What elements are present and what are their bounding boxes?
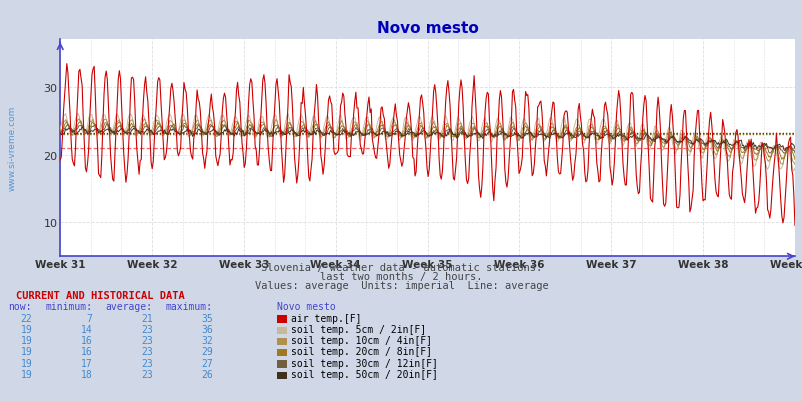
Text: 19: 19 xyxy=(20,358,32,368)
Text: 23: 23 xyxy=(140,358,152,368)
Text: 21: 21 xyxy=(140,313,152,323)
Text: average:: average: xyxy=(105,302,152,312)
Text: soil temp. 10cm / 4in[F]: soil temp. 10cm / 4in[F] xyxy=(290,335,431,345)
Text: CURRENT AND HISTORICAL DATA: CURRENT AND HISTORICAL DATA xyxy=(16,291,184,301)
Text: last two months / 2 hours.: last two months / 2 hours. xyxy=(320,271,482,282)
Text: 19: 19 xyxy=(20,346,32,356)
Text: 19: 19 xyxy=(20,335,32,345)
Text: 35: 35 xyxy=(200,313,213,323)
Text: air temp.[F]: air temp.[F] xyxy=(290,313,361,323)
Text: 16: 16 xyxy=(80,346,92,356)
Text: 17: 17 xyxy=(80,358,92,368)
Text: 32: 32 xyxy=(200,335,213,345)
Text: 19: 19 xyxy=(20,324,32,334)
Text: soil temp. 50cm / 20in[F]: soil temp. 50cm / 20in[F] xyxy=(290,369,437,379)
Text: soil temp. 30cm / 12in[F]: soil temp. 30cm / 12in[F] xyxy=(290,358,437,368)
Title: Novo mesto: Novo mesto xyxy=(376,21,478,36)
Text: 23: 23 xyxy=(140,335,152,345)
Text: minimum:: minimum: xyxy=(45,302,92,312)
Text: soil temp. 5cm / 2in[F]: soil temp. 5cm / 2in[F] xyxy=(290,324,425,334)
Text: Slovenia / weather data - automatic stations.: Slovenia / weather data - automatic stat… xyxy=(261,263,541,273)
Text: 27: 27 xyxy=(200,358,213,368)
Text: Values: average  Units: imperial  Line: average: Values: average Units: imperial Line: av… xyxy=(254,280,548,290)
Text: 23: 23 xyxy=(140,369,152,379)
Text: 19: 19 xyxy=(20,369,32,379)
Text: Novo mesto: Novo mesto xyxy=(277,302,335,312)
Text: www.si-vreme.com: www.si-vreme.com xyxy=(8,106,17,191)
Text: 16: 16 xyxy=(80,335,92,345)
Text: now:: now: xyxy=(9,302,32,312)
Text: 23: 23 xyxy=(140,324,152,334)
Text: 26: 26 xyxy=(200,369,213,379)
Text: 23: 23 xyxy=(140,346,152,356)
Text: 29: 29 xyxy=(200,346,213,356)
Text: soil temp. 20cm / 8in[F]: soil temp. 20cm / 8in[F] xyxy=(290,346,431,356)
Text: 18: 18 xyxy=(80,369,92,379)
Text: 22: 22 xyxy=(20,313,32,323)
Text: 36: 36 xyxy=(200,324,213,334)
Text: maximum:: maximum: xyxy=(165,302,213,312)
Text: 14: 14 xyxy=(80,324,92,334)
Text: 7: 7 xyxy=(87,313,92,323)
